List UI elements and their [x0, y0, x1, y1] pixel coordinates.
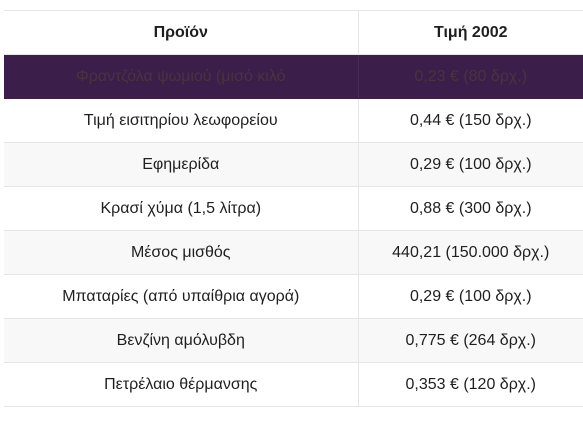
price-table-container: Προϊόν Τιμή 2002 Φραντζόλα ψωμιού (μισό … [4, 10, 583, 407]
product-cell: Μπαταρίες (από υπαίθρια αγορά) [4, 274, 358, 319]
price-cell: 0,29 € (100 δρχ.) [357, 142, 583, 187]
header-price-2002: Τιμή 2002 [357, 10, 583, 55]
product-cell: Πετρέλαιο θέρμανσης [4, 362, 358, 407]
product-cell: Φραντζόλα ψωμιού (μισό κιλό [4, 54, 358, 99]
product-cell: Τιμή εισιτηρίου λεωφορείου [4, 98, 358, 143]
table-row: Κρασί χύμα (1,5 λίτρα) 0,88 € (300 δρχ.) [4, 186, 583, 231]
price-cell: 0,88 € (300 δρχ.) [357, 186, 583, 231]
price-cell: 440,21 (150.000 δρχ.) [357, 230, 583, 275]
price-cell: 0,29 € (100 δρχ.) [357, 274, 583, 319]
table-body: Φραντζόλα ψωμιού (μισό κιλό 0,23 € (80 δ… [4, 54, 583, 407]
product-cell: Μέσος μισθός [4, 230, 358, 275]
table-row: Πετρέλαιο θέρμανσης 0,353 € (120 δρχ.) [4, 362, 583, 407]
table-row: Μέσος μισθός 440,21 (150.000 δρχ.) [4, 230, 583, 275]
product-cell: Εφημερίδα [4, 142, 358, 187]
header-row: Προϊόν Τιμή 2002 [4, 10, 583, 55]
table-row: Τιμή εισιτηρίου λεωφορείου 0,44 € (150 δ… [4, 98, 583, 143]
price-table: Προϊόν Τιμή 2002 Φραντζόλα ψωμιού (μισό … [4, 10, 583, 407]
price-cell: 0,775 € (264 δρχ.) [357, 318, 583, 363]
product-cell: Κρασί χύμα (1,5 λίτρα) [4, 186, 358, 231]
table-row: Μπαταρίες (από υπαίθρια αγορά) 0,29 € (1… [4, 274, 583, 319]
table-row: Εφημερίδα 0,29 € (100 δρχ.) [4, 142, 583, 187]
price-cell: 0,44 € (150 δρχ.) [357, 98, 583, 143]
price-cell: 0,353 € (120 δρχ.) [357, 362, 583, 407]
table-row: Βενζίνη αμόλυβδη 0,775 € (264 δρχ.) [4, 318, 583, 363]
product-cell: Βενζίνη αμόλυβδη [4, 318, 358, 363]
header-product: Προϊόν [4, 10, 358, 55]
price-cell: 0,23 € (80 δρχ.) [357, 54, 583, 99]
table-header: Προϊόν Τιμή 2002 [4, 10, 583, 55]
table-row: Φραντζόλα ψωμιού (μισό κιλό 0,23 € (80 δ… [4, 54, 583, 99]
